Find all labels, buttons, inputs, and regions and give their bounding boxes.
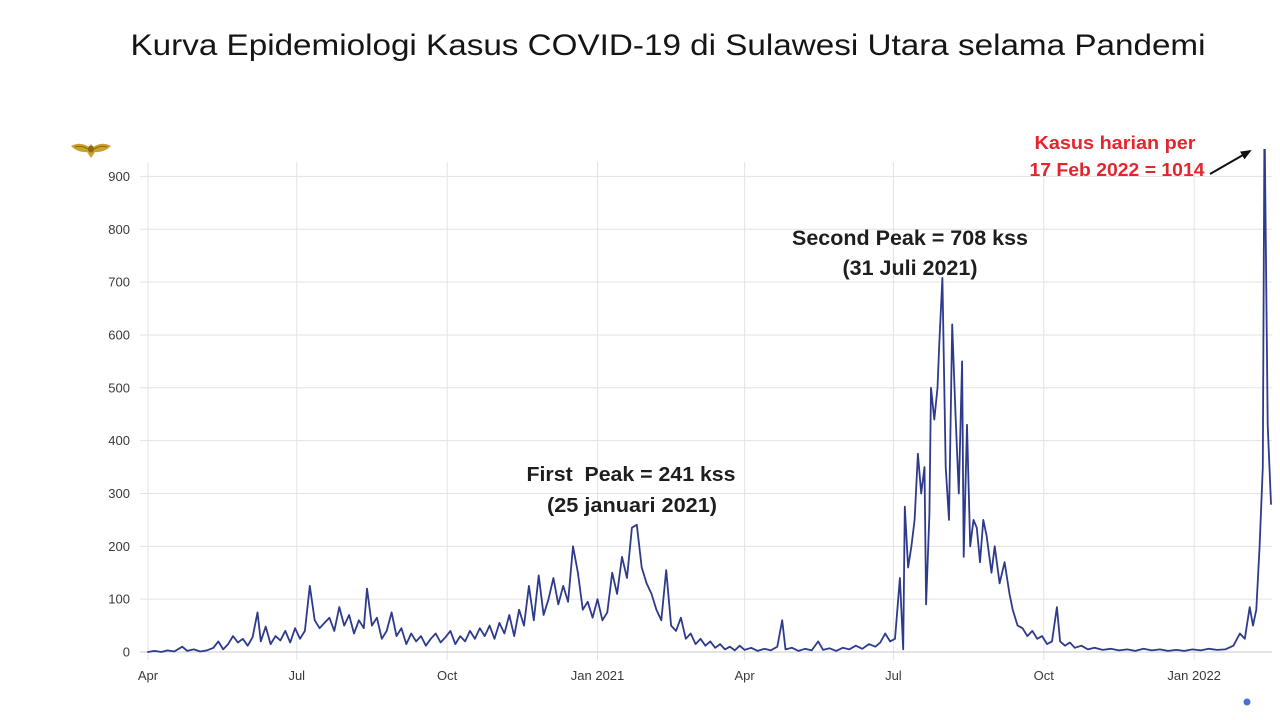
x-axis-tick-labels: Apr Jul Oct Jan 2021 Apr Jul Oct Jan 2022: [138, 668, 1221, 683]
x-tick-label: Jul: [288, 668, 305, 683]
annotation-arrow: [1209, 150, 1252, 175]
latest-cases-label-line1: Kasus harian per: [1035, 133, 1196, 153]
first-peak-annotation: First Peak = 241 kss (25 januari 2021): [527, 464, 736, 517]
x-tick-label: Oct: [437, 668, 458, 683]
y-tick-label: 300: [108, 486, 130, 501]
emblem-logo-icon: [71, 143, 111, 158]
gridlines: [140, 162, 1272, 660]
y-tick-label: 200: [108, 539, 130, 554]
x-tick-label: Apr: [138, 668, 159, 683]
latest-cases-label-line2: 17 Feb 2022 = 1014: [1030, 160, 1205, 180]
chart-title: Kurva Epidemiologi Kasus COVID-19 di Sul…: [131, 29, 1206, 62]
y-tick-label: 0: [123, 645, 130, 660]
y-axis-tick-labels: 0 100 200 300 400 500 600 700 800 900: [108, 169, 130, 660]
y-tick-label: 600: [108, 327, 130, 342]
series-line: [147, 149, 1272, 653]
y-tick-label: 700: [108, 275, 130, 290]
second-peak-label: Second Peak = 708 kss: [792, 227, 1028, 250]
y-tick-label: 400: [108, 433, 130, 448]
x-tick-label: Jan 2022: [1167, 668, 1221, 683]
x-tick-label: Jul: [885, 668, 902, 683]
y-tick-label: 800: [108, 222, 130, 237]
y-tick-label: 100: [108, 592, 130, 607]
latest-cases-annotation: Kasus harian per 17 Feb 2022 = 1014: [1030, 133, 1252, 180]
first-peak-label: First Peak = 241 kss: [527, 464, 736, 486]
x-tick-label: Oct: [1034, 668, 1055, 683]
y-tick-label: 900: [108, 169, 130, 184]
x-tick-label: Jan 2021: [571, 668, 625, 683]
plot-area: [147, 149, 1272, 653]
second-peak-date-label: (31 Juli 2021): [843, 257, 978, 280]
second-peak-annotation: Second Peak = 708 kss (31 Juli 2021): [792, 227, 1028, 280]
x-tick-label: Apr: [735, 668, 756, 683]
dot-marker-icon: [1243, 698, 1251, 706]
first-peak-date-label: (25 januari 2021): [547, 495, 717, 517]
y-tick-label: 500: [108, 380, 130, 395]
